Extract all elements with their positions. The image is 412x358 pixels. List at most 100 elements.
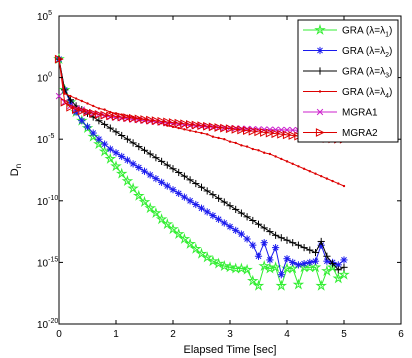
data-point <box>325 177 329 180</box>
data-point <box>106 111 116 121</box>
data-point <box>277 129 287 139</box>
data-point <box>231 124 241 134</box>
data-point <box>93 138 105 150</box>
data-point <box>260 128 269 137</box>
data-point <box>140 146 149 154</box>
data-point <box>177 126 180 130</box>
data-point <box>178 232 191 244</box>
data-point <box>294 261 302 269</box>
x-tick-label: 1 <box>113 329 119 340</box>
data-point <box>285 160 289 163</box>
data-point <box>123 135 131 143</box>
data-point <box>155 213 168 225</box>
data-point <box>60 97 70 107</box>
legend-swatch-marker <box>315 128 325 137</box>
data-point <box>197 121 207 131</box>
data-point <box>323 252 331 260</box>
legend-entry: GRA (λ=λ3) <box>303 67 392 80</box>
data-point <box>151 116 161 126</box>
data-point <box>54 54 64 64</box>
y-tick-label: 10-5 <box>37 133 54 146</box>
data-point <box>300 244 308 252</box>
data-point <box>245 145 249 148</box>
data-point <box>272 231 280 239</box>
data-point <box>106 124 114 132</box>
data-point <box>203 121 212 131</box>
data-point <box>212 257 225 269</box>
data-point <box>283 236 291 244</box>
data-point <box>254 220 263 228</box>
legend-label: MGRA1 <box>342 108 378 119</box>
data-point <box>190 242 202 254</box>
data-point <box>129 139 137 147</box>
data-point <box>248 126 258 136</box>
data-point <box>317 237 325 246</box>
data-point <box>232 205 240 214</box>
data-point <box>309 261 322 273</box>
legend-swatch-marker <box>316 108 324 116</box>
data-point <box>209 191 217 199</box>
x-axis-label: Elapsed Time [sec] <box>184 344 277 356</box>
data-point <box>203 208 211 216</box>
x-tick-label: 2 <box>170 329 176 340</box>
data-point <box>294 241 302 249</box>
data-point <box>66 102 76 112</box>
data-point <box>206 133 209 136</box>
legend-label: GRA (λ=λ4) <box>342 87 392 100</box>
data-point <box>180 193 188 201</box>
legend-swatch-marker <box>316 46 324 55</box>
data-point <box>77 106 87 116</box>
data-point <box>83 107 93 117</box>
data-point <box>161 218 174 230</box>
data-point <box>237 209 245 217</box>
data-point <box>289 239 297 247</box>
data-point <box>138 195 151 207</box>
data-point <box>172 227 185 239</box>
data-point <box>300 260 308 268</box>
data-point <box>129 160 137 168</box>
data-point <box>89 108 98 118</box>
data-point <box>183 128 186 131</box>
data-point <box>306 258 314 266</box>
legend-entry: MGRA2 <box>303 128 378 139</box>
data-point <box>186 120 195 129</box>
data-point <box>127 182 139 194</box>
data-point <box>194 130 197 134</box>
data-point <box>272 244 280 252</box>
x-tick-label: 0 <box>56 329 62 340</box>
data-point <box>192 179 200 188</box>
legend-entry: GRA (λ=λ1) <box>303 23 392 39</box>
svg-text:Dn: Dn <box>9 164 23 176</box>
data-point <box>110 160 122 172</box>
data-point <box>186 176 194 184</box>
data-point <box>215 194 223 202</box>
data-point <box>263 151 266 154</box>
y-tick-label: 10-10 <box>37 195 58 208</box>
data-point <box>95 135 103 143</box>
data-point <box>254 127 264 137</box>
data-point <box>241 263 253 275</box>
x-tick-label: 4 <box>284 329 290 340</box>
data-point <box>326 261 339 273</box>
y-axis-label: Dn <box>9 164 23 176</box>
data-point <box>266 256 274 264</box>
data-point <box>74 97 78 100</box>
data-point <box>266 228 274 236</box>
data-point <box>135 163 143 172</box>
data-point <box>311 257 320 265</box>
data-point <box>80 99 84 103</box>
y-tick-label: 100 <box>37 72 52 85</box>
data-point <box>146 150 154 158</box>
data-point <box>329 260 337 268</box>
data-point <box>214 123 224 132</box>
data-point <box>240 144 243 147</box>
data-point <box>306 246 314 254</box>
x-tick-label: 6 <box>398 329 404 340</box>
data-point <box>226 223 234 231</box>
legend-swatch-marker <box>314 23 326 35</box>
data-point <box>174 118 184 128</box>
data-point <box>101 120 109 129</box>
data-point <box>251 147 254 151</box>
data-point <box>175 168 183 177</box>
data-point <box>112 128 120 136</box>
